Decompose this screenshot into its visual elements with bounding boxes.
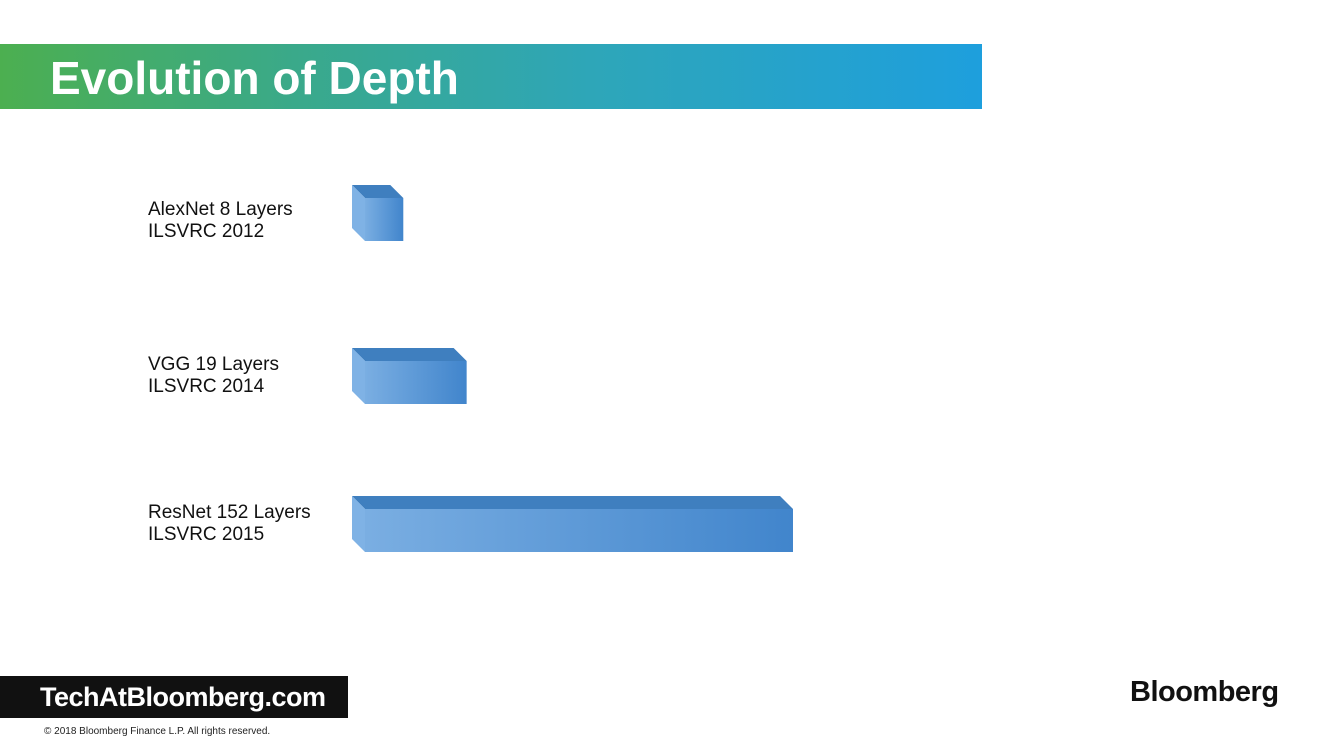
bar-top-alexnet	[352, 185, 404, 198]
bar-side-vgg	[352, 348, 365, 404]
title-banner	[0, 44, 982, 109]
bloomberg-logo: Bloomberg	[1130, 676, 1279, 708]
footer-site-link[interactable]: TechAtBloomberg.com	[40, 682, 326, 712]
row-label-vgg-name: VGG 19 Layers	[148, 354, 279, 375]
footer-site-banner	[0, 676, 348, 718]
row-label-alexnet-competition: ILSVRC 2012	[148, 221, 265, 242]
bar-alexnet	[365, 198, 404, 241]
row-label-alexnet-name: AlexNet 8 Layers	[148, 199, 293, 220]
row-label-vgg: VGG 19 Layers ILSVRC 2014	[148, 354, 279, 398]
bar-side-alexnet	[352, 185, 365, 241]
row-label-resnet-competition: ILSVRC 2015	[148, 524, 265, 545]
bar-side-resnet	[352, 496, 365, 552]
row-label-vgg-competition: ILSVRC 2014	[148, 376, 265, 397]
bar-top-resnet	[352, 496, 793, 509]
row-label-resnet-name: ResNet 152 Layers	[148, 502, 311, 523]
copyright-notice: © 2018 Bloomberg Finance L.P. All rights…	[44, 726, 271, 737]
row-label-resnet: ResNet 152 Layers ILSVRC 2015	[148, 502, 311, 546]
bar-resnet	[365, 509, 793, 552]
row-label-alexnet: AlexNet 8 Layers ILSVRC 2012	[148, 199, 293, 243]
bar-vgg	[365, 361, 467, 404]
slide-title: Evolution of Depth	[50, 52, 459, 104]
bar-top-vgg	[352, 348, 467, 361]
